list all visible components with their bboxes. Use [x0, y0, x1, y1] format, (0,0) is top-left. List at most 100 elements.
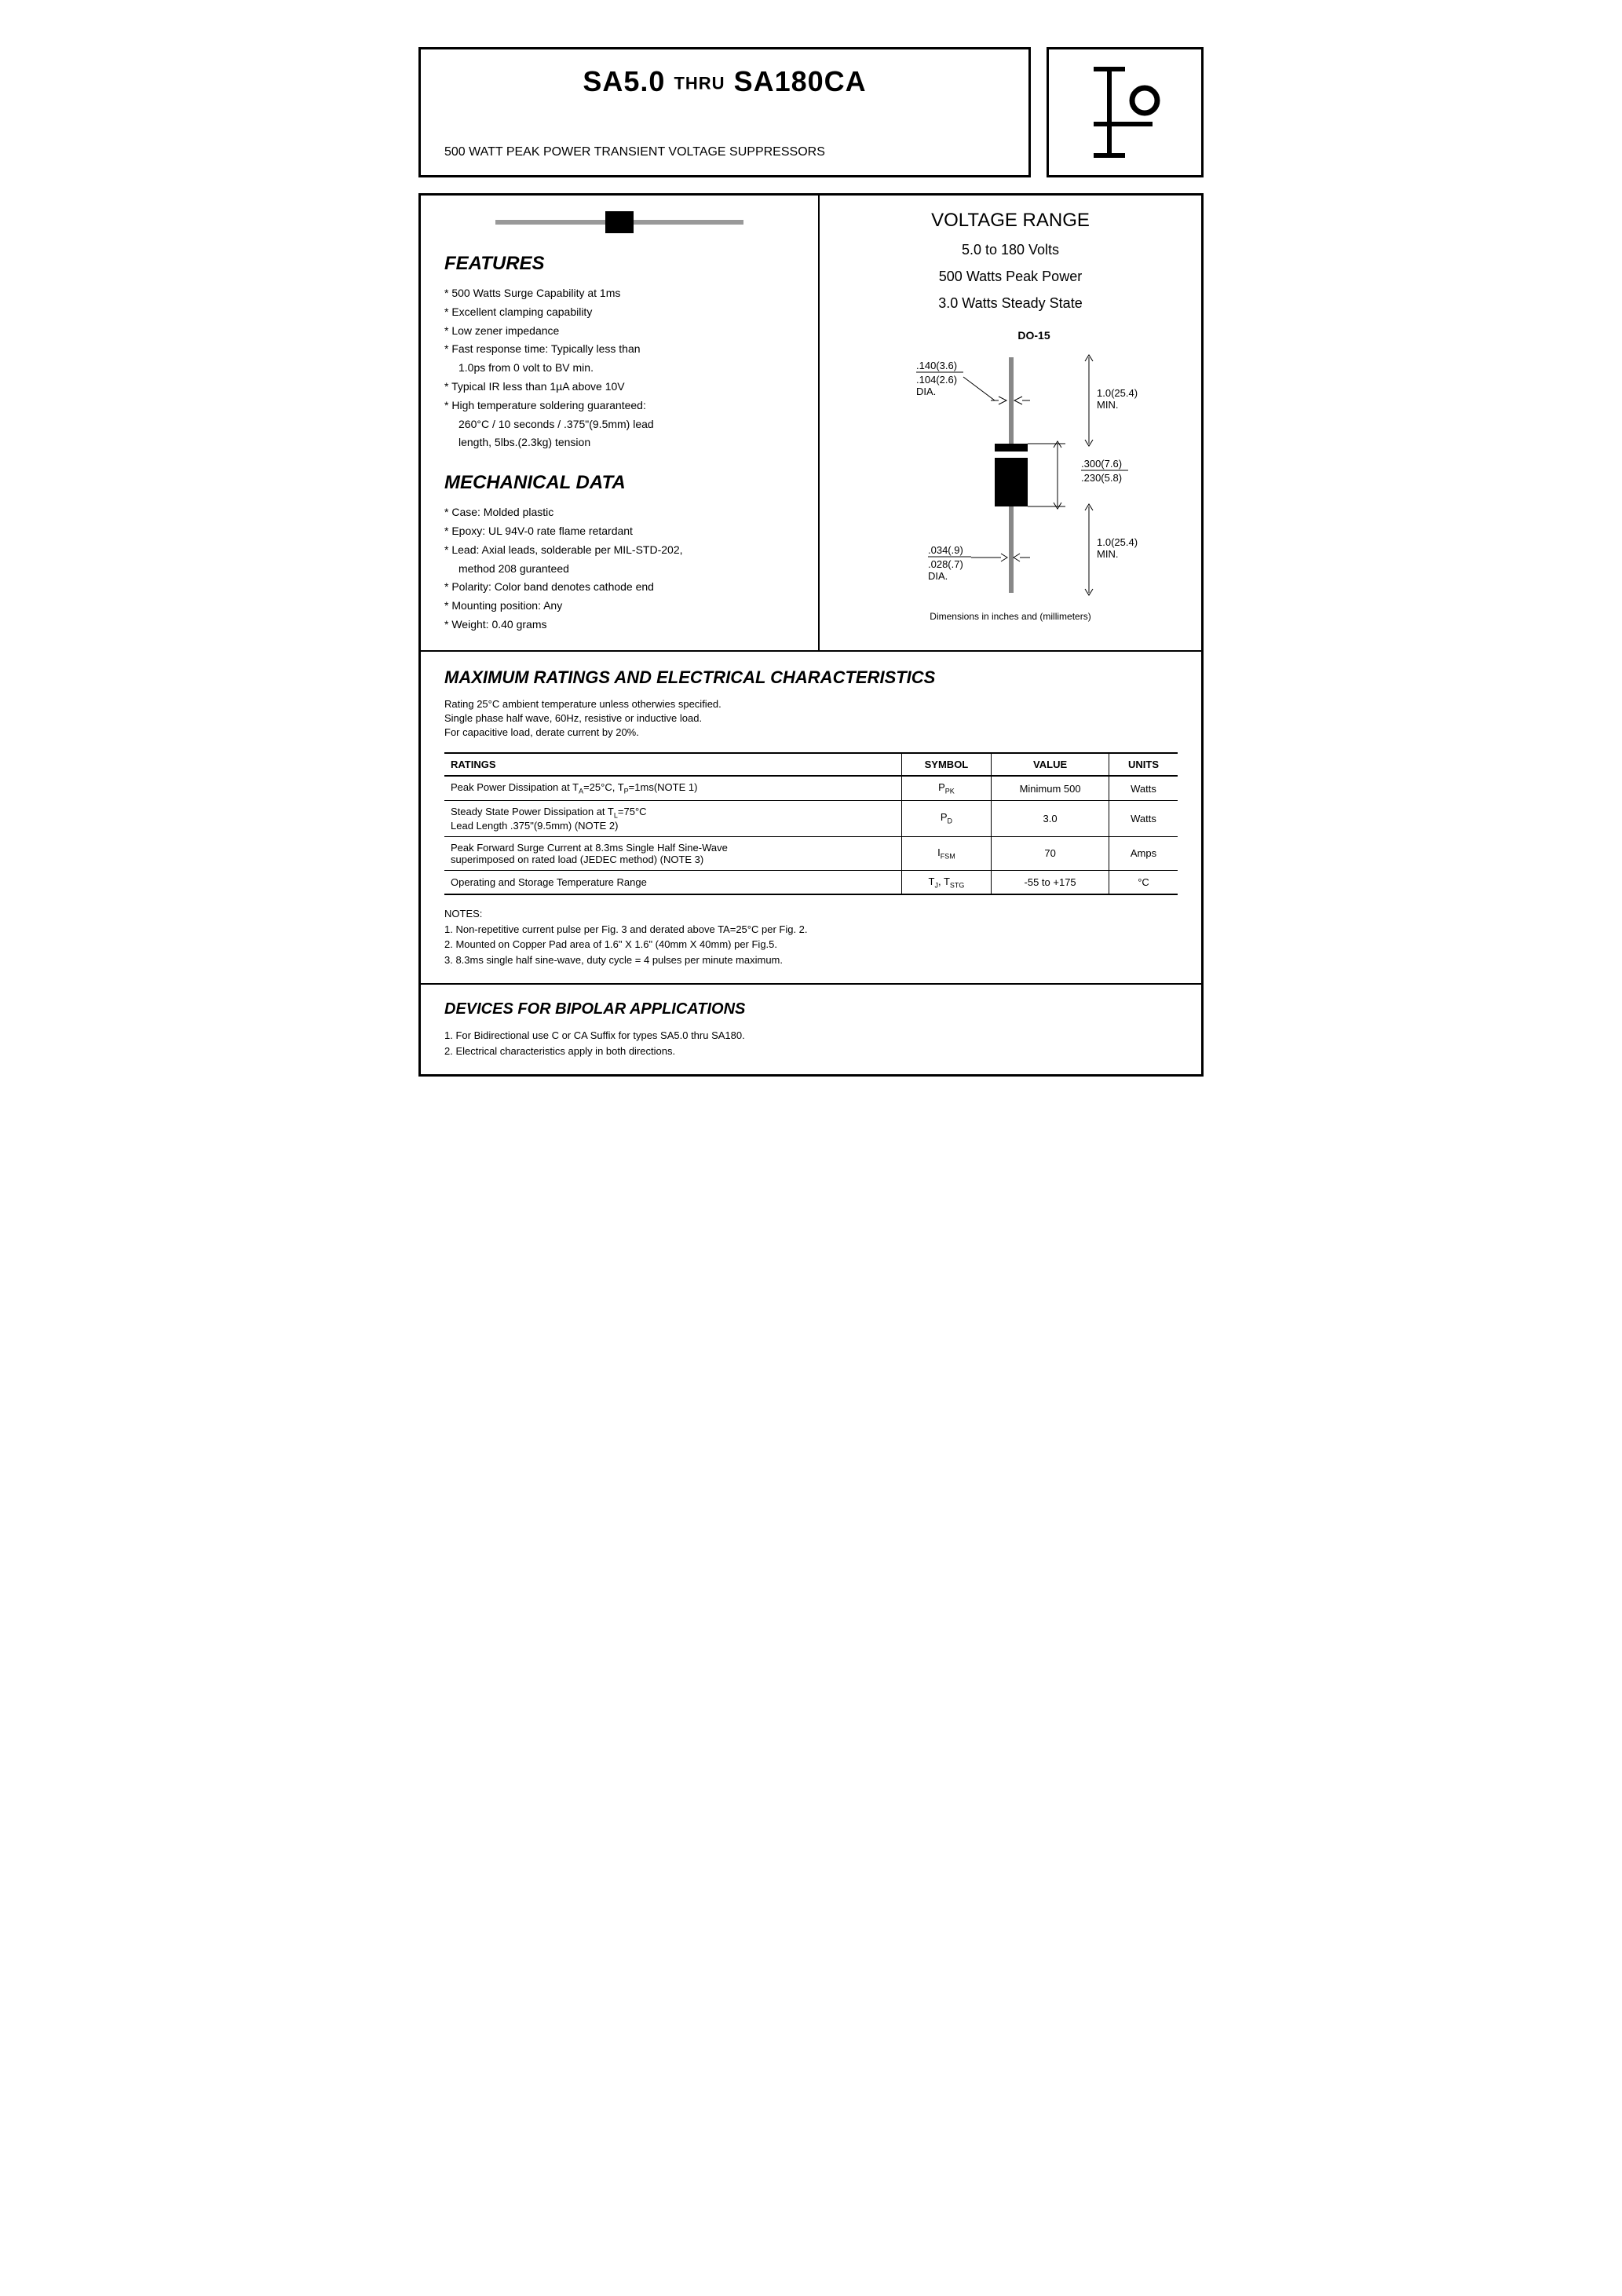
ratings-section: MAXIMUM RATINGS AND ELECTRICAL CHARACTER… — [421, 652, 1201, 985]
package-diagram: DO-15 .140(3.6) .104(2.6) DIA. — [835, 329, 1185, 622]
note-line: Rating 25°C ambient temperature unless o… — [444, 697, 1178, 711]
diagram-caption: Dimensions in inches and (millimeters) — [835, 611, 1185, 622]
bipolar-item: 1. For Bidirectional use C or CA Suffix … — [444, 1028, 1178, 1044]
table-row: Peak Power Dissipation at TA=25°C, TP=1m… — [444, 776, 1178, 800]
title-part2: SA180CA — [734, 65, 867, 97]
col-value: VALUE — [992, 753, 1109, 776]
header-row: SA5.0 THRU SA180CA 500 WATT PEAK POWER T… — [418, 47, 1204, 177]
feature-item: 500 Watts Surge Capability at 1ms — [444, 284, 795, 303]
col-symbol: SYMBOL — [901, 753, 991, 776]
dim-text: 1.0(25.4) — [1097, 387, 1138, 399]
cell-value: 3.0 — [992, 800, 1109, 836]
dim-text: .104(2.6) — [916, 374, 957, 386]
subtitle: 500 WATT PEAK POWER TRANSIENT VOLTAGE SU… — [444, 145, 1005, 159]
table-row: Steady State Power Dissipation at TL=75°… — [444, 800, 1178, 836]
two-column-section: FEATURES 500 Watts Surge Capability at 1… — [421, 196, 1201, 652]
dim-text: .230(5.8) — [1081, 472, 1122, 484]
mechanical-item: Epoxy: UL 94V-0 rate flame retardant — [444, 522, 795, 541]
cell-units: Watts — [1109, 776, 1178, 800]
mechanical-item: Polarity: Color band denotes cathode end — [444, 578, 795, 597]
package-drawing: .140(3.6) .104(2.6) DIA. 1.0(25.4) MIN. … — [861, 345, 1160, 605]
footnote: 1. Non-repetitive current pulse per Fig.… — [444, 922, 1178, 938]
cell-symbol: PPK — [901, 776, 991, 800]
dim-text: 1.0(25.4) — [1097, 536, 1138, 548]
logo-box — [1047, 47, 1204, 177]
table-header-row: RATINGS SYMBOL VALUE UNITS — [444, 753, 1178, 776]
title-part1: SA5.0 — [583, 65, 665, 97]
mechanical-list: Case: Molded plastic Epoxy: UL 94V-0 rat… — [444, 503, 795, 634]
notes-heading: NOTES: — [444, 906, 1178, 922]
cell-units: Amps — [1109, 836, 1178, 870]
col-ratings: RATINGS — [444, 753, 901, 776]
voltage-heading: VOLTAGE RANGE — [835, 210, 1185, 232]
table-row: Operating and Storage Temperature Range … — [444, 870, 1178, 894]
mechanical-heading: MECHANICAL DATA — [444, 472, 795, 494]
table-body: Peak Power Dissipation at TA=25°C, TP=1m… — [444, 776, 1178, 894]
right-column: VOLTAGE RANGE 5.0 to 180 Volts 500 Watts… — [820, 196, 1201, 650]
ratings-table: RATINGS SYMBOL VALUE UNITS Peak Power Di… — [444, 752, 1178, 895]
dim-text: .034(.9) — [928, 544, 963, 556]
cell-units: °C — [1109, 870, 1178, 894]
feature-item: Fast response time: Typically less than — [444, 340, 795, 359]
ratings-notes: Rating 25°C ambient temperature unless o… — [444, 697, 1178, 740]
dim-text: .140(3.6) — [916, 360, 957, 371]
mechanical-item: method 208 guranteed — [444, 560, 795, 579]
bipolar-heading: DEVICES FOR BIPOLAR APPLICATIONS — [444, 1000, 1178, 1018]
dim-text: .300(7.6) — [1081, 458, 1122, 470]
cell-rating: Peak Power Dissipation at TA=25°C, TP=1m… — [444, 776, 901, 800]
mechanical-item: Weight: 0.40 grams — [444, 616, 795, 634]
cell-units: Watts — [1109, 800, 1178, 836]
bipolar-section: DEVICES FOR BIPOLAR APPLICATIONS 1. For … — [421, 985, 1201, 1074]
package-label: DO-15 — [882, 329, 1185, 342]
left-column: FEATURES 500 Watts Surge Capability at 1… — [421, 196, 820, 650]
note-line: For capacitive load, derate current by 2… — [444, 726, 1178, 740]
cell-value: Minimum 500 — [992, 776, 1109, 800]
dim-text: DIA. — [916, 386, 936, 397]
features-heading: FEATURES — [444, 253, 795, 275]
footnote: 2. Mounted on Copper Pad area of 1.6" X … — [444, 937, 1178, 952]
cell-symbol: PD — [901, 800, 991, 836]
footnote: 3. 8.3ms single half sine-wave, duty cyc… — [444, 952, 1178, 968]
feature-item: Excellent clamping capability — [444, 303, 795, 322]
cell-value: 70 — [992, 836, 1109, 870]
logo-icon — [1078, 57, 1172, 167]
dim-text: MIN. — [1097, 399, 1118, 411]
voltage-line1: 5.0 to 180 Volts — [835, 236, 1185, 263]
ratings-heading: MAXIMUM RATINGS AND ELECTRICAL CHARACTER… — [444, 667, 1178, 688]
dim-text: DIA. — [928, 570, 948, 582]
cell-rating: Peak Forward Surge Current at 8.3ms Sing… — [444, 836, 901, 870]
main-title: SA5.0 THRU SA180CA — [444, 65, 1005, 98]
voltage-line2: 500 Watts Peak Power — [835, 263, 1185, 290]
feature-item: Typical IR less than 1µA above 10V — [444, 378, 795, 397]
component-illustration — [444, 211, 795, 233]
col-units: UNITS — [1109, 753, 1178, 776]
cell-symbol: TJ, TSTG — [901, 870, 991, 894]
mechanical-item: Case: Molded plastic — [444, 503, 795, 522]
bipolar-item: 2. Electrical characteristics apply in b… — [444, 1044, 1178, 1059]
datasheet-page: SA5.0 THRU SA180CA 500 WATT PEAK POWER T… — [418, 47, 1204, 1077]
lead-left — [495, 220, 605, 225]
footnotes: NOTES: 1. Non-repetitive current pulse p… — [444, 906, 1178, 967]
feature-item: length, 5lbs.(2.3kg) tension — [444, 433, 795, 452]
dim-text: .028(.7) — [928, 558, 963, 570]
cell-rating: Steady State Power Dissipation at TL=75°… — [444, 800, 901, 836]
feature-item: 260°C / 10 seconds / .375"(9.5mm) lead — [444, 415, 795, 434]
lead-right — [634, 220, 743, 225]
table-row: Peak Forward Surge Current at 8.3ms Sing… — [444, 836, 1178, 870]
dim-text: MIN. — [1097, 548, 1118, 560]
cell-symbol: IFSM — [901, 836, 991, 870]
feature-item: Low zener impedance — [444, 322, 795, 341]
mechanical-item: Lead: Axial leads, solderable per MIL-ST… — [444, 541, 795, 560]
component-body — [605, 211, 634, 233]
cell-value: -55 to +175 — [992, 870, 1109, 894]
bipolar-list: 1. For Bidirectional use C or CA Suffix … — [444, 1028, 1178, 1058]
mechanical-item: Mounting position: Any — [444, 597, 795, 616]
features-list: 500 Watts Surge Capability at 1ms Excell… — [444, 284, 795, 452]
cell-rating: Operating and Storage Temperature Range — [444, 870, 901, 894]
title-box: SA5.0 THRU SA180CA 500 WATT PEAK POWER T… — [418, 47, 1031, 177]
feature-item: High temperature soldering guaranteed: — [444, 397, 795, 415]
content-box: FEATURES 500 Watts Surge Capability at 1… — [418, 193, 1204, 1077]
title-thru: THRU — [674, 73, 725, 93]
feature-item: 1.0ps from 0 volt to BV min. — [444, 359, 795, 378]
voltage-line3: 3.0 Watts Steady State — [835, 290, 1185, 316]
